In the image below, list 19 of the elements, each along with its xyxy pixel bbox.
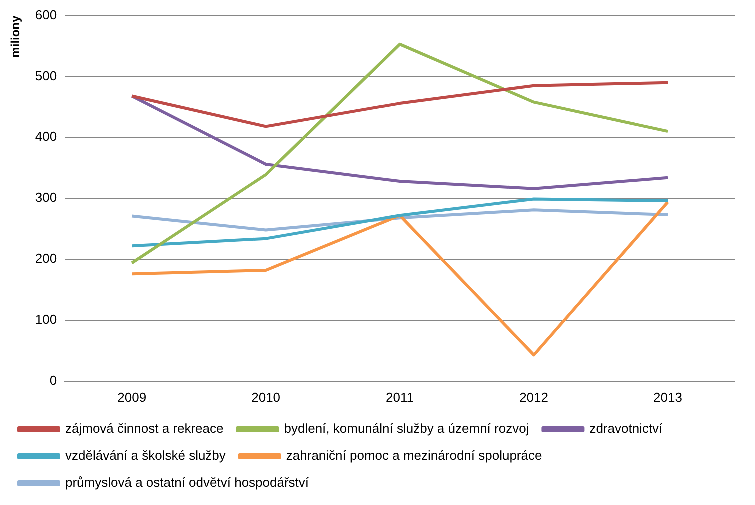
y-tick-label: 300 <box>35 190 58 206</box>
legend-label: zdravotnictví <box>590 421 664 436</box>
y-tick-label: 400 <box>35 129 58 144</box>
legend-label: zájmová činnost a rekreace <box>66 421 224 436</box>
y-tick-label: 600 <box>35 7 58 22</box>
y-tick-label: 0 <box>50 372 58 388</box>
legend-label: průmyslová a ostatní odvětví hospodářství <box>66 475 310 490</box>
x-tick-label: 2013 <box>654 390 682 405</box>
x-tick-label: 2010 <box>252 390 281 405</box>
legend-label: bydlení, komunální služby a územní rozvoj <box>284 421 530 436</box>
y-axis-title: miliony <box>8 15 23 58</box>
y-tick-label: 100 <box>35 312 58 328</box>
x-tick-label: 2009 <box>118 390 147 405</box>
legend-label: vzdělávání a školské služby <box>66 448 226 464</box>
y-tick-label: 200 <box>35 251 58 266</box>
y-tick-label: 500 <box>35 68 58 84</box>
x-tick-label: 2012 <box>520 390 548 405</box>
x-tick-label: 2011 <box>386 390 414 405</box>
legend-label: zahraniční pomoc a mezinárodní spolupráce <box>286 448 542 464</box>
